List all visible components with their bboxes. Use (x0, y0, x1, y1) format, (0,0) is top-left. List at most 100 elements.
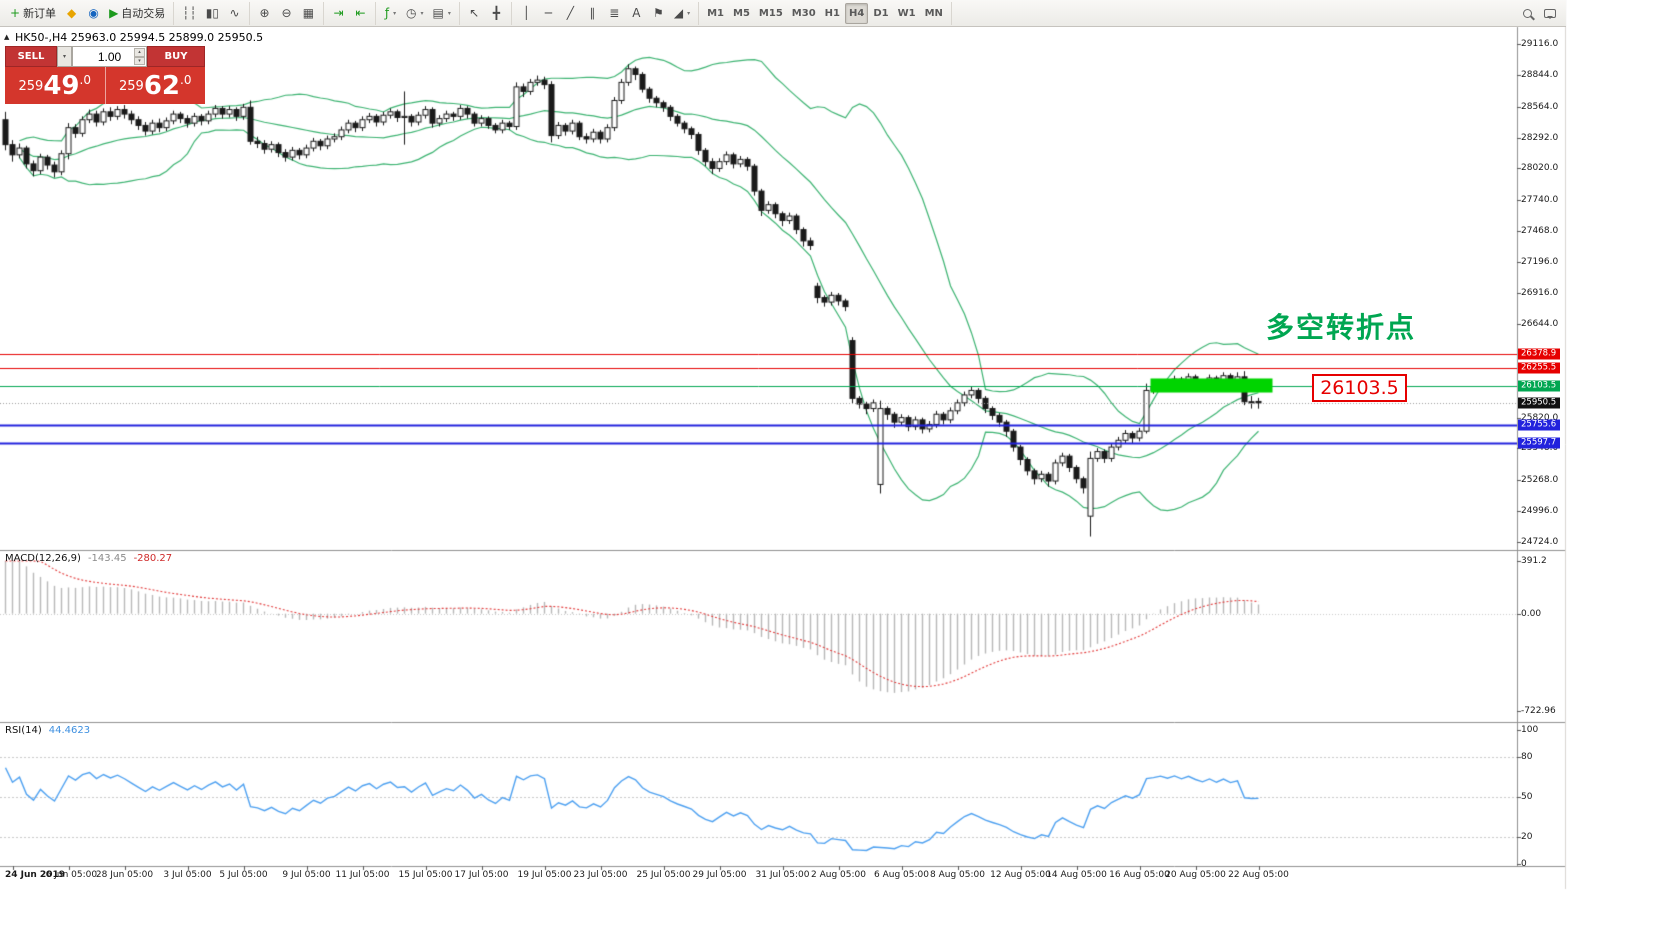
candlestick-chart-button-glyph: ▮▯ (205, 6, 219, 20)
trade-options-dropdown[interactable]: ▾ (57, 46, 72, 67)
community-button[interactable]: ◉ (83, 3, 104, 24)
time-axis-label: 16 Aug 05:00 (1109, 870, 1170, 880)
volume-decrease-button[interactable]: ▾ (134, 56, 145, 65)
shapes-button[interactable]: ◢ ▾ (670, 3, 694, 24)
chevron-down-icon: ▾ (420, 9, 424, 17)
time-axis-label: 23 Jul 05:00 (573, 870, 628, 880)
timeframe-m1-button[interactable]: M1 (703, 3, 728, 24)
buy-button[interactable]: BUY (147, 46, 205, 67)
rsi-value: 44.4623 (48, 725, 91, 736)
trade-panel-controls: SELL ▾ ▴ ▾ BUY (5, 46, 205, 67)
timeframe-m5-button[interactable]: M5 (729, 3, 754, 24)
new-order-button-glyph: + (10, 6, 21, 20)
chevron-down-icon: ▾ (393, 9, 397, 17)
vertical-line-button-glyph: │ (522, 6, 530, 20)
templates-button[interactable]: ▤ ▾ (428, 3, 454, 24)
rsi-label: RSI(14) (5, 725, 42, 736)
vertical-line-button[interactable]: │ (516, 3, 537, 24)
time-axis-label: 22 Aug 05:00 (1228, 870, 1289, 880)
crosshair-button-glyph: ╋ (492, 6, 500, 20)
timeframe-d1-button-label: D1 (873, 7, 889, 19)
autotrading-button[interactable]: ▶ 自动交易 (105, 3, 169, 24)
price-line-badge: 25755.6 (1518, 419, 1560, 431)
toolbar-group-insert: ƒ ▾ ◷ ▾ ▤ ▾ (376, 1, 460, 25)
timeframe-m30-button-label: M30 (791, 7, 816, 19)
timeframe-w1-button[interactable]: W1 (894, 3, 920, 24)
buy-price-prefix: 259 (119, 79, 144, 94)
toolbar-group-trading: + 新订单 ◆ ◉ ▶ 自动交易 (2, 1, 175, 25)
price-axis-label: 25548.0 (1521, 443, 1559, 454)
trendline-button[interactable]: ╱ (560, 3, 581, 24)
sell-price[interactable]: 259 49.0 (5, 67, 106, 104)
trade-panel-prices: 259 49.0 259 62.0 (5, 67, 205, 104)
line-chart-button[interactable]: ∿ (224, 3, 245, 24)
timeframe-mn-button-label: MN (924, 7, 943, 19)
fibonacci-button[interactable]: ≣ (604, 3, 625, 24)
collapse-trade-panel-arrow[interactable]: ▲ (4, 33, 10, 41)
time-axis-label: 14 Aug 05:00 (1046, 870, 1107, 880)
channel-button[interactable]: ∥ (582, 3, 603, 24)
chat-button[interactable] (1539, 3, 1560, 24)
sell-price-decimal: .0 (79, 72, 91, 87)
timeframe-h1-button[interactable]: H1 (821, 3, 844, 24)
macd-signal-value: -280.27 (133, 553, 173, 564)
timeframe-h4-button[interactable]: H4 (845, 2, 869, 24)
timeframe-d1-button[interactable]: D1 (869, 3, 892, 24)
text-button[interactable]: A (626, 3, 647, 24)
timeframe-m15-button[interactable]: M15 (755, 3, 787, 24)
zoom-in-button[interactable]: ⊕ (254, 3, 275, 24)
candlestick-chart-button[interactable]: ▮▯ (202, 3, 223, 24)
indicators-button[interactable]: ƒ ▾ (380, 3, 401, 24)
cursor-button[interactable]: ↖ (464, 3, 485, 24)
price-line-badge: 25597.7 (1518, 437, 1560, 449)
label-button[interactable]: ⚑ (648, 3, 669, 24)
main-toolbar: + 新订单 ◆ ◉ ▶ 自动交易 ┆┆ ▮▯ ∿ ⊕ ⊖ ▦ ⇥ ⇤ ƒ ▾ ◷ ▾ ▤ ▾ ↖ ╋ │ ─ ╱ ∥ ≣ A ⚑ ◢ ▾ M1… (0, 0, 1566, 27)
time-axis-label: 2 Aug 05:00 (811, 870, 866, 880)
price-axis-label: 28564.0 (1521, 101, 1559, 112)
horizontal-line-button-glyph: ─ (544, 6, 552, 20)
periods-button[interactable]: ◷ ▾ (402, 3, 428, 24)
timeframe-mn-button[interactable]: MN (921, 3, 947, 24)
toolbar-group-cursor: ↖ ╋ (460, 1, 512, 25)
zoom-out-button[interactable]: ⊖ (276, 3, 297, 24)
indicators-button-glyph: ƒ (384, 6, 390, 20)
crosshair-button[interactable]: ╋ (486, 3, 507, 24)
buy-price[interactable]: 259 62.0 (105, 67, 205, 104)
price-axis-label: 28020.0 (1521, 163, 1559, 174)
volume-increase-button[interactable]: ▴ (134, 48, 145, 57)
bar-chart-button[interactable]: ┆┆ (178, 3, 200, 24)
timeframe-m1-button-label: M1 (707, 7, 724, 19)
time-axis-label: 3 Jul 05:00 (163, 870, 212, 880)
volume-input[interactable] (86, 49, 133, 64)
turning-point-annotation: 多空转折点 (1266, 311, 1417, 344)
search-button[interactable] (1517, 3, 1538, 24)
autotrading-button-glyph: ▶ (109, 6, 119, 20)
time-axis-label: 11 Jul 05:00 (335, 870, 390, 880)
metaeditor-button[interactable]: ◆ (61, 3, 82, 24)
price-line-badge: 26103.5 (1518, 380, 1560, 391)
tile-windows-button[interactable]: ▦ (298, 3, 319, 24)
chevron-down-icon: ▾ (687, 9, 691, 17)
rsi-scale-label: 80 (1521, 751, 1533, 762)
sell-button[interactable]: SELL (5, 46, 57, 67)
price-axis-label: 27740.0 (1521, 195, 1559, 206)
timeframe-m30-button[interactable]: M30 (788, 3, 820, 24)
line-chart-button-glyph: ∿ (229, 6, 240, 20)
volume-field[interactable]: ▴ ▾ (72, 46, 147, 67)
time-axis-label: 28 Jun 05:00 (95, 870, 154, 880)
new-order-button[interactable]: + 新订单 (6, 3, 60, 24)
metaeditor-button-glyph: ◆ (66, 6, 77, 20)
time-axis-label: 5 Jul 05:00 (219, 870, 268, 880)
fibonacci-button-glyph: ≣ (609, 6, 620, 20)
auto-scroll-button[interactable]: ⇥ (328, 3, 349, 24)
sell-price-big-digits: 49 (43, 70, 80, 101)
zoom-in-button-glyph: ⊕ (259, 6, 270, 20)
horizontal-line-button[interactable]: ─ (538, 3, 559, 24)
chart-shift-button[interactable]: ⇤ (350, 3, 371, 24)
rsi-scale-label: 50 (1521, 792, 1533, 802)
time-axis-label: 24 Jun 2019 (4, 870, 65, 880)
macd-label: MACD(12,26,9) (5, 553, 81, 564)
time-axis-label: 12 Aug 05:00 (990, 870, 1051, 880)
auto-scroll-button-glyph: ⇥ (333, 6, 344, 20)
